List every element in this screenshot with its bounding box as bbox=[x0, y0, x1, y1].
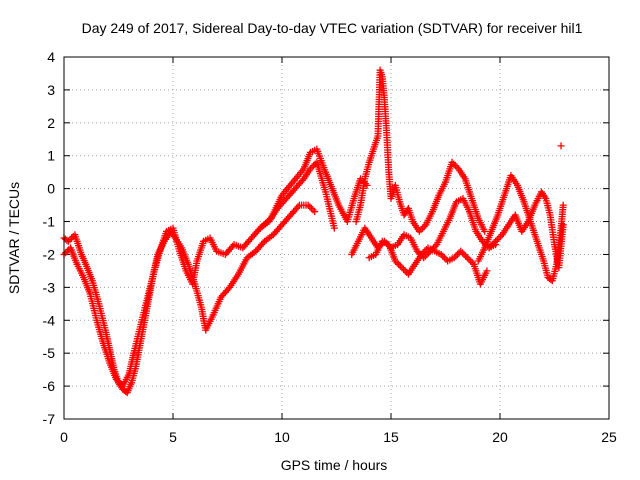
y-tick-label: -7 bbox=[43, 411, 56, 427]
plot-frame bbox=[63, 56, 610, 420]
grid-lines bbox=[64, 57, 609, 419]
data-point bbox=[308, 163, 316, 171]
data-point bbox=[224, 285, 232, 293]
data-point bbox=[541, 193, 549, 201]
data-point bbox=[465, 255, 473, 263]
x-tick-label: 25 bbox=[601, 429, 617, 445]
data-point bbox=[453, 250, 461, 258]
data-point bbox=[112, 376, 120, 384]
x-tick-label: 0 bbox=[60, 429, 68, 445]
data-point bbox=[310, 162, 318, 170]
data-point bbox=[419, 224, 427, 232]
data-point bbox=[62, 249, 70, 257]
data-point bbox=[497, 232, 505, 240]
data-point bbox=[448, 158, 456, 166]
data-point bbox=[457, 247, 465, 255]
data-point bbox=[485, 244, 493, 252]
data-point bbox=[330, 224, 338, 232]
data-point bbox=[559, 201, 567, 209]
data-point bbox=[450, 254, 458, 262]
y-tick-label: 1 bbox=[47, 148, 55, 164]
data-point bbox=[559, 221, 567, 229]
data-point bbox=[420, 222, 428, 230]
y-tick-label: -5 bbox=[43, 345, 56, 361]
data-point bbox=[439, 252, 447, 260]
data-point bbox=[395, 260, 403, 268]
data-point bbox=[557, 142, 565, 150]
data-point bbox=[116, 379, 124, 387]
data-point bbox=[437, 250, 445, 258]
data-point bbox=[419, 249, 427, 257]
data-point bbox=[298, 176, 306, 184]
data-point bbox=[413, 247, 421, 255]
data-point bbox=[114, 377, 122, 385]
x-tick-label: 5 bbox=[169, 429, 177, 445]
data-point bbox=[306, 165, 314, 173]
data-point bbox=[400, 265, 408, 273]
data-point bbox=[487, 242, 495, 250]
data-point bbox=[401, 267, 409, 275]
y-tick-label: 0 bbox=[47, 181, 55, 197]
data-point bbox=[460, 250, 468, 258]
data-point bbox=[304, 201, 312, 209]
data-point bbox=[66, 236, 74, 244]
data-point bbox=[64, 237, 72, 245]
data-point bbox=[309, 206, 317, 214]
data-point bbox=[418, 250, 426, 258]
y-tick-label: 3 bbox=[47, 82, 55, 98]
data-point bbox=[493, 236, 501, 244]
data-point bbox=[440, 254, 448, 262]
data-point bbox=[307, 204, 315, 212]
data-point bbox=[68, 234, 76, 242]
data-point bbox=[417, 226, 425, 234]
data-point bbox=[63, 247, 71, 255]
data-point bbox=[306, 203, 314, 211]
data-point bbox=[458, 249, 466, 257]
data-point bbox=[481, 227, 489, 235]
y-tick-label: -2 bbox=[43, 246, 56, 262]
y-tick-label: -4 bbox=[43, 312, 56, 328]
x-tick-label: 15 bbox=[383, 429, 399, 445]
y-tick-label: -6 bbox=[43, 378, 56, 394]
x-tick-label: 20 bbox=[492, 429, 508, 445]
data-point bbox=[421, 247, 429, 255]
x-tick-label: 10 bbox=[274, 429, 290, 445]
data-point bbox=[492, 237, 500, 245]
data-point bbox=[463, 254, 471, 262]
chart-title: Day 249 of 2017, Sidereal Day-to-day VTE… bbox=[82, 20, 583, 36]
data-point bbox=[396, 262, 404, 270]
data-point bbox=[451, 162, 459, 170]
data-point bbox=[462, 252, 470, 260]
y-tick-label: 2 bbox=[47, 115, 55, 131]
y-tick-label: -3 bbox=[43, 279, 56, 295]
y-tick-label: 4 bbox=[47, 49, 55, 65]
y-tick-label: -1 bbox=[43, 214, 56, 230]
data-point bbox=[483, 267, 491, 275]
data-point bbox=[468, 259, 476, 267]
data-point bbox=[488, 241, 496, 249]
data-point bbox=[311, 208, 319, 216]
data-point bbox=[490, 239, 498, 247]
data-point bbox=[393, 259, 401, 267]
data-point bbox=[391, 257, 399, 265]
data-point bbox=[467, 257, 475, 265]
data-point bbox=[415, 227, 423, 235]
data-point bbox=[495, 234, 503, 242]
data-point bbox=[450, 160, 458, 168]
data-point bbox=[294, 203, 302, 211]
data-point bbox=[398, 264, 406, 272]
x-axis-label: GPS time / hours bbox=[281, 457, 388, 473]
data-point bbox=[453, 163, 461, 171]
y-axis-label: SDTVAR / TECUs bbox=[6, 182, 22, 294]
data-points bbox=[60, 66, 567, 397]
data-point bbox=[452, 252, 460, 260]
